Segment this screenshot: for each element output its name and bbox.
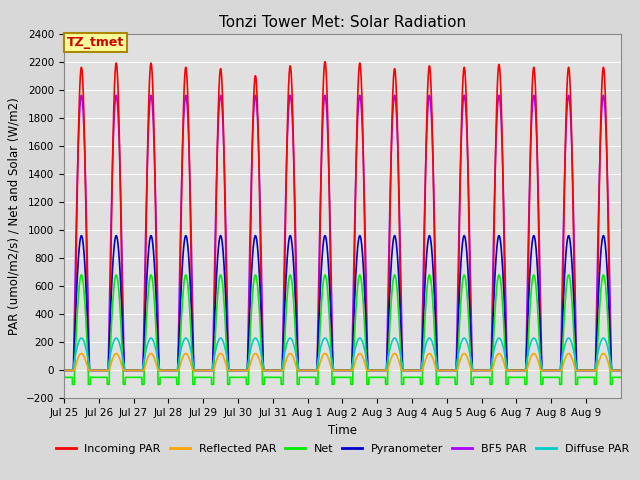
Text: TZ_tmet: TZ_tmet [67,36,124,49]
Y-axis label: PAR (umol/m2/s) / Net and Solar (W/m2): PAR (umol/m2/s) / Net and Solar (W/m2) [7,97,20,335]
X-axis label: Time: Time [328,424,357,437]
Legend: Incoming PAR, Reflected PAR, Net, Pyranometer, BF5 PAR, Diffuse PAR: Incoming PAR, Reflected PAR, Net, Pyrano… [51,440,634,458]
Title: Tonzi Tower Met: Solar Radiation: Tonzi Tower Met: Solar Radiation [219,15,466,30]
